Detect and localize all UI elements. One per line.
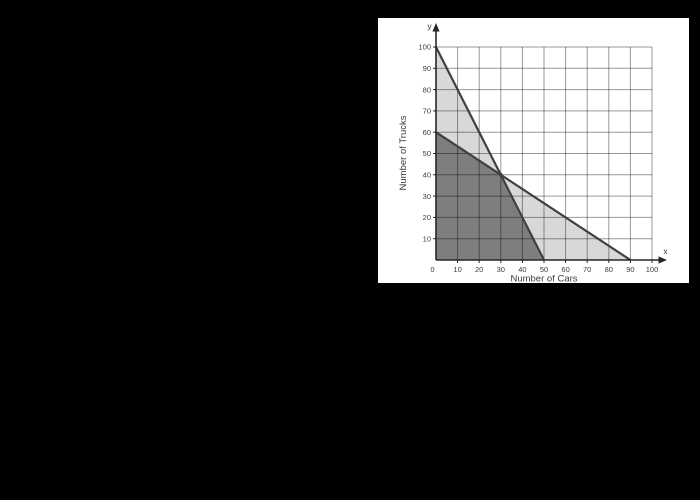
y-tick-label: 40 (423, 171, 431, 180)
x-tick-label: 10 (453, 265, 461, 274)
x-tick-label: 90 (626, 265, 634, 274)
x-axis-arrow-icon (658, 256, 667, 264)
boundary-line-steep-boundary (435, 46, 545, 261)
x-tick-label: 30 (497, 265, 505, 274)
y-tick-label: 60 (423, 128, 431, 137)
y-tick-label: 100 (418, 43, 431, 52)
y-tick-label: 20 (423, 213, 431, 222)
x-axis-title: Number of Cars (510, 274, 577, 284)
x-tick-label: 50 (540, 265, 548, 274)
x-tick-label: 0 (430, 265, 434, 274)
chart-panel: 0 10 20 30 40 50 60 70 80 90 100 10 20 30 40 50 60 70 80 90… (378, 18, 689, 283)
boundary-line-shallow-boundary (435, 131, 632, 261)
x-tick-label: 100 (646, 265, 659, 274)
y-tick-label: 10 (423, 234, 431, 243)
y-tick-label: 30 (423, 192, 431, 201)
x-axis-letter: x (663, 246, 668, 256)
y-tick-label: 70 (423, 107, 431, 116)
intersection-point (498, 172, 503, 177)
x-tick-label: 80 (605, 265, 613, 274)
y-axis-letter: y (427, 21, 432, 31)
y-tick-label: 90 (423, 64, 431, 73)
x-tick-label: 20 (475, 265, 483, 274)
x-tick-label: 70 (583, 265, 591, 274)
y-axis-title: Number of Trucks (398, 115, 409, 190)
y-axis-arrow-icon (432, 23, 440, 32)
y-tick-label: 80 (423, 85, 431, 94)
region-overlap-dark (436, 132, 544, 260)
y-tick-label: 50 (423, 149, 431, 158)
constraint-graph: 0 10 20 30 40 50 60 70 80 90 100 10 20 30 40 50 60 70 80 90… (398, 21, 668, 284)
x-tick-label: 40 (518, 265, 526, 274)
x-tick-label: 60 (561, 265, 569, 274)
